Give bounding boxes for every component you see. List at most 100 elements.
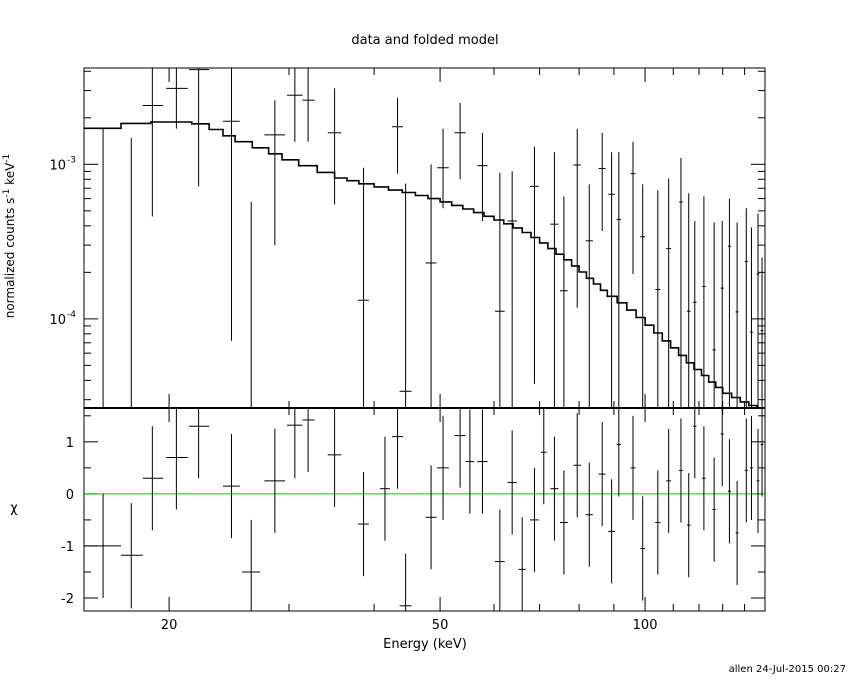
- residual-point: [727, 439, 731, 544]
- top-data-point: [454, 102, 466, 180]
- top-data-point: [250, 202, 254, 409]
- residual-point: [573, 413, 581, 518]
- residual-point: [242, 519, 261, 611]
- top-y-axis-label: normalized counts s-1 keV-1: [2, 154, 17, 319]
- residual-point: [702, 426, 706, 531]
- top-data-point: [630, 141, 636, 275]
- residual-point: [693, 408, 697, 479]
- top-data-point: [425, 164, 437, 408]
- top-data-point: [507, 171, 517, 408]
- top-data-point: [760, 257, 764, 408]
- top-data-point: [399, 183, 412, 408]
- residual-point: [530, 467, 539, 572]
- top-data-point: [189, 68, 210, 187]
- residual-point: [640, 496, 646, 601]
- top-data-point: [585, 184, 593, 408]
- footer-timestamp: allen 24-Jul-2015 00:27: [729, 664, 846, 675]
- residual-point: [686, 473, 691, 578]
- bottom-y-axis-label: χ: [10, 501, 18, 516]
- top-data-point: [686, 193, 691, 408]
- top-data-point: [477, 132, 488, 221]
- top-data-point: [302, 68, 315, 142]
- bottom-panel-frame: [83, 407, 766, 612]
- top-data-point: [264, 100, 286, 246]
- top-data-point: [693, 220, 697, 408]
- ylabel-part-1: normalized counts s: [3, 198, 17, 319]
- residual-point: [616, 408, 622, 497]
- top-data-point: [142, 68, 164, 217]
- bottom-y-tick-label: 1: [66, 436, 74, 451]
- residual-point: [264, 428, 286, 533]
- residual-point: [437, 415, 449, 520]
- x-axis-label: Energy (keV): [383, 637, 467, 652]
- residual-point: [142, 426, 164, 531]
- residual-point: [744, 418, 748, 523]
- residual-point: [735, 480, 739, 585]
- top-data-point: [559, 196, 568, 408]
- top-data-point: [121, 138, 143, 409]
- top-data-point: [679, 157, 683, 408]
- residual-point: [559, 470, 568, 575]
- top-data-point: [735, 222, 739, 408]
- top-data-point: [437, 128, 449, 209]
- top-data-point: [494, 172, 505, 408]
- residual-point: [756, 428, 760, 533]
- residual-point: [223, 434, 240, 539]
- top-data-point: [550, 152, 559, 408]
- x-tick-label: 50: [432, 618, 449, 633]
- top-data-point: [750, 227, 753, 408]
- top-data-point: [727, 198, 731, 408]
- residual-point: [358, 472, 369, 577]
- top-data-point: [655, 190, 661, 408]
- residual-point: [166, 408, 188, 510]
- residual-point: [598, 422, 606, 527]
- residual-point: [750, 415, 753, 520]
- top-data-point: [702, 196, 706, 408]
- top-data-point: [392, 97, 403, 174]
- residual-point: [518, 517, 526, 611]
- top-data-point: [720, 220, 724, 408]
- residual-point: [679, 418, 683, 523]
- bottom-y-tick-label: -1: [61, 540, 74, 555]
- residual-point: [477, 409, 488, 514]
- x-tick-label: 20: [161, 618, 178, 633]
- residual-point: [494, 509, 505, 611]
- top-data-point: [223, 68, 240, 341]
- ylabel-part-2: keV: [3, 162, 17, 189]
- residual-point: [720, 408, 724, 487]
- residual-point: [425, 465, 437, 570]
- chart-title: data and folded model: [351, 33, 498, 48]
- model-step-line: [84, 121, 765, 409]
- residual-point: [712, 457, 716, 562]
- residual-point: [507, 430, 517, 535]
- residual-point: [392, 408, 403, 489]
- top-data-point: [666, 178, 672, 408]
- top-y-tick-exponent: -4: [67, 310, 76, 320]
- residual-point: [84, 493, 122, 598]
- top-data-point: [640, 184, 646, 408]
- residual-point: [327, 408, 342, 507]
- residual-point: [302, 408, 315, 473]
- residual-point: [585, 462, 593, 567]
- top-data-point: [84, 128, 122, 409]
- top-data-point: [530, 146, 539, 384]
- top-data-point: [712, 222, 716, 408]
- top-data-point: [598, 132, 606, 232]
- top-data-point: [744, 208, 748, 408]
- top-data-point: [573, 128, 581, 308]
- residual-point: [189, 408, 210, 479]
- residual-point: [399, 553, 412, 611]
- residual-point: [540, 408, 547, 505]
- residual-point: [666, 428, 672, 533]
- bottom-y-tick-label: -2: [61, 592, 74, 607]
- top-data-point: [616, 152, 622, 408]
- top-data-point: [358, 167, 369, 408]
- top-panel-frame: [83, 67, 766, 409]
- residual-point: [454, 408, 466, 488]
- top-data-point: [608, 152, 615, 408]
- ylabel-exp-1: -1: [2, 189, 12, 198]
- top-data-point: [166, 68, 188, 129]
- top-y-tick-label: 10: [49, 313, 66, 328]
- residual-point: [630, 415, 636, 520]
